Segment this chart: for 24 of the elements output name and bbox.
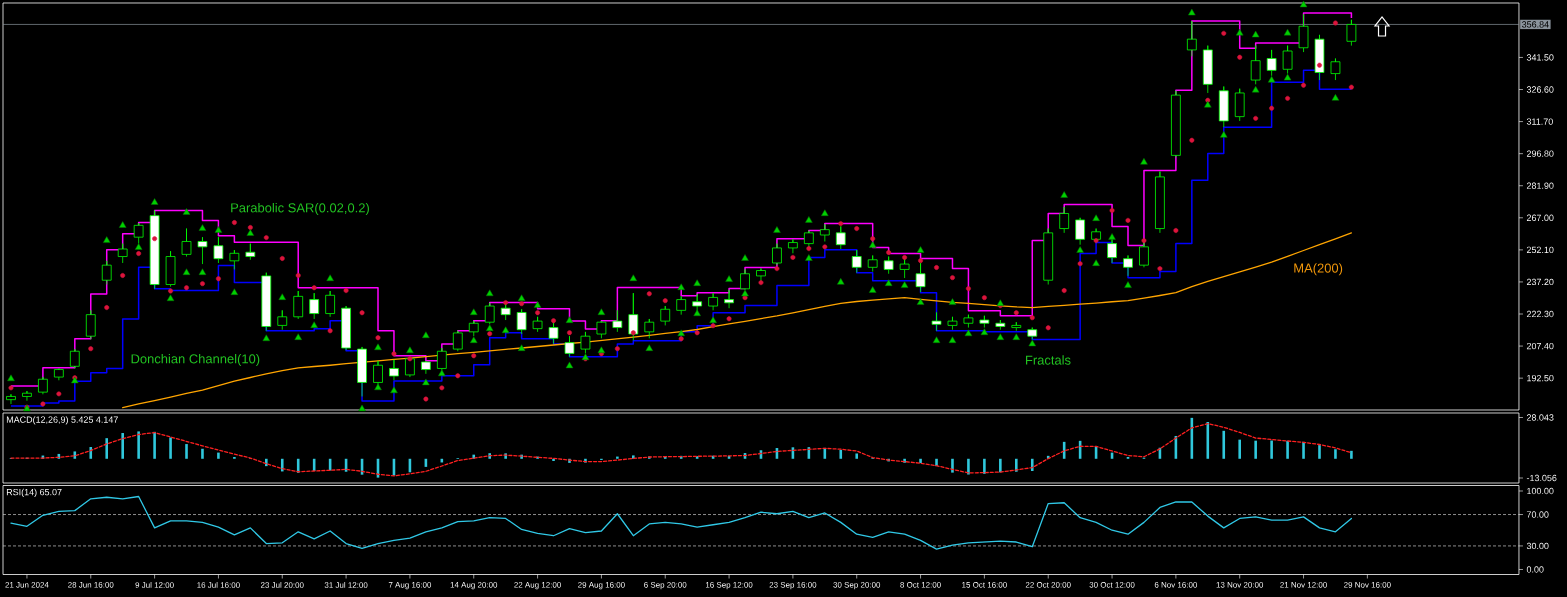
- y-tick-label: 192.50: [1527, 374, 1554, 382]
- y-tick-label: 281.90: [1526, 182, 1554, 189]
- y-tick-label: 296.80: [1526, 150, 1554, 157]
- annotation: Parabolic SAR(0.02,0.2): [231, 202, 369, 215]
- y-tick-label: 326.60: [1526, 86, 1554, 93]
- y-tick-label: 0.00: [1526, 566, 1544, 573]
- y-tick-label: 70.00: [1526, 511, 1549, 518]
- y-tick-label: 341.50: [1526, 54, 1554, 61]
- y-tick-label: 222.30: [1526, 310, 1554, 318]
- y-tick-label: 100.00: [1527, 487, 1554, 495]
- y-tick-label: 311.70: [1526, 118, 1553, 125]
- chart-title: MACD(12,26,9) 5.425 4.147: [6, 416, 118, 425]
- y-tick-label: 252.10: [1526, 246, 1554, 254]
- y-tick-label: 207.40: [1526, 342, 1554, 350]
- annotation: MA(200): [1294, 263, 1343, 276]
- ref-line-label: 356.84: [1522, 21, 1549, 28]
- y-tick-label: 28.043: [1526, 414, 1554, 421]
- y-tick-label: 30.00: [1526, 542, 1549, 550]
- y-tick-label: 237.20: [1526, 278, 1554, 286]
- y-tick-label: -13.056: [1526, 474, 1557, 482]
- annotation: Donchian Channel(10): [131, 353, 260, 366]
- annotation: Fractals: [1026, 355, 1071, 365]
- chart-title: RSI(14) 65.07: [6, 488, 62, 498]
- y-tick-label: 267.00: [1526, 214, 1554, 221]
